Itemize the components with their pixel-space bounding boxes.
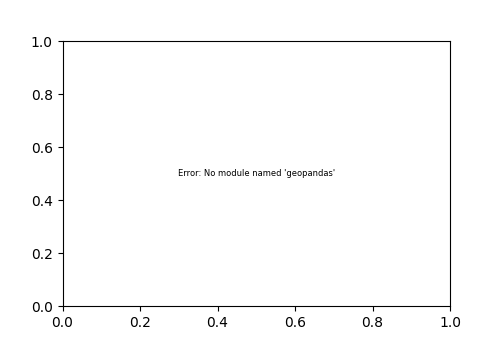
Text: Error: No module named 'geopandas': Error: No module named 'geopandas' [178,169,335,178]
